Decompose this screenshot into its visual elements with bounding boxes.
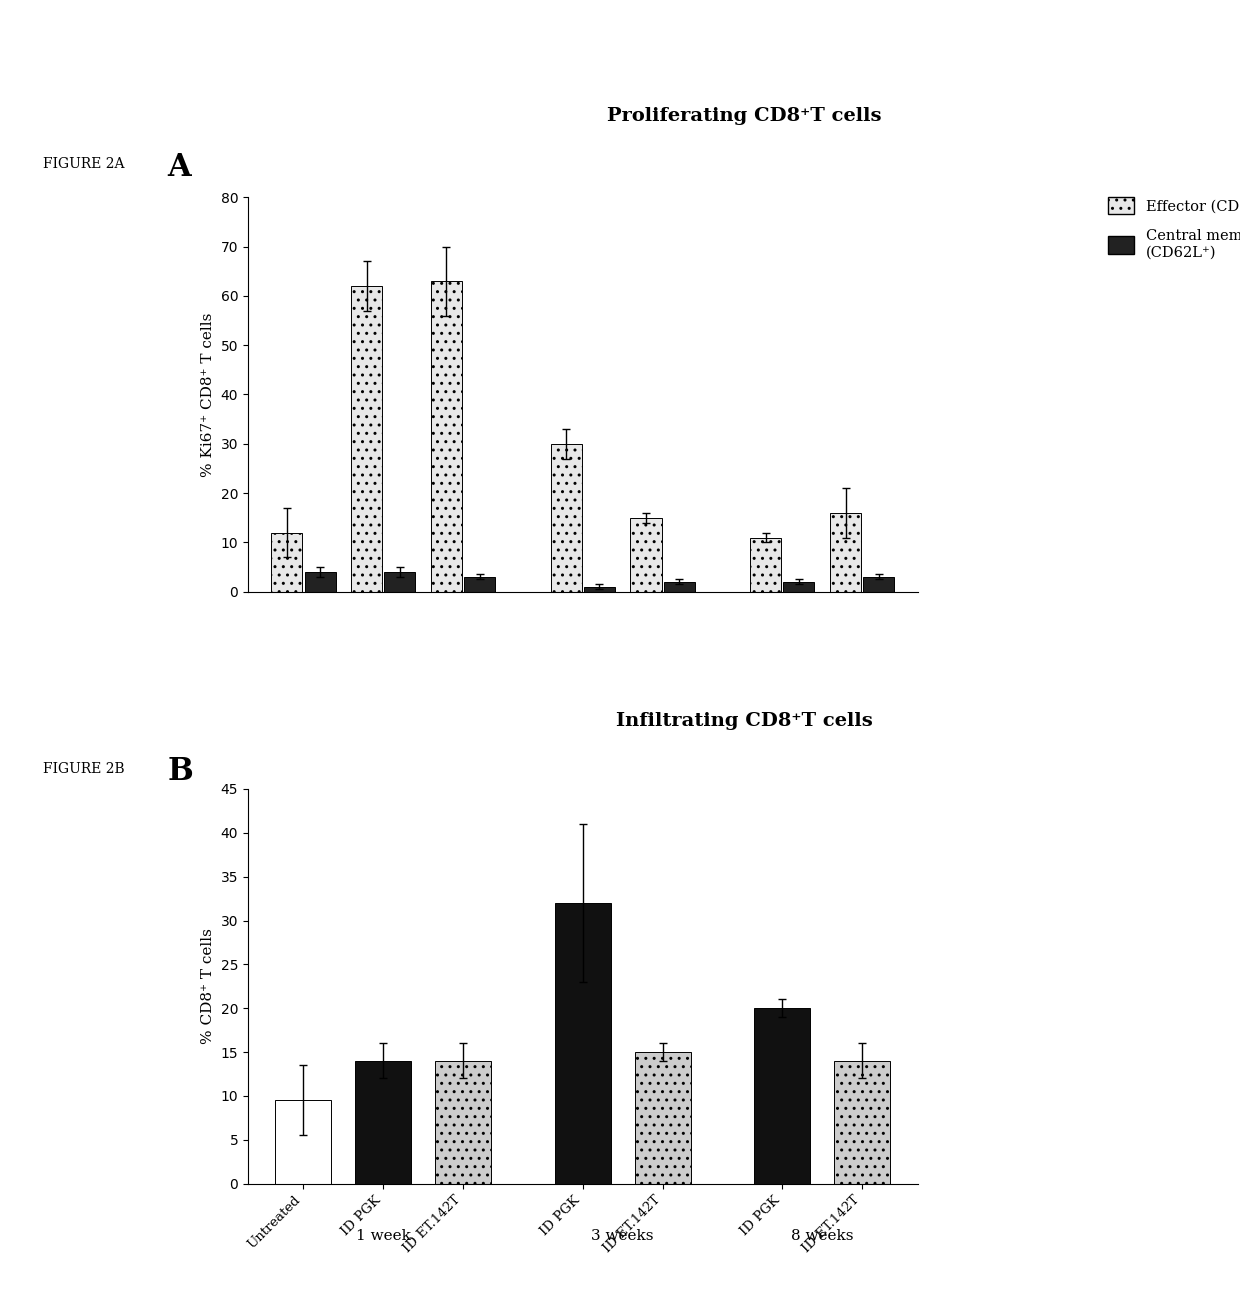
Text: FIGURE 2B: FIGURE 2B — [43, 763, 125, 776]
Bar — [835, 1061, 890, 1184]
Bar — [663, 581, 694, 592]
Y-axis label: % Ki67⁺ CD8⁺ T cells: % Ki67⁺ CD8⁺ T cells — [201, 312, 215, 476]
Text: FIGURE 2A: FIGURE 2A — [43, 158, 125, 171]
Bar — [432, 281, 463, 592]
Bar — [754, 1009, 810, 1184]
Text: Proliferating CD8⁺T cells: Proliferating CD8⁺T cells — [606, 107, 882, 125]
Text: A: A — [167, 151, 191, 183]
Bar — [272, 533, 303, 592]
Bar — [435, 1061, 491, 1184]
Bar — [554, 903, 611, 1184]
Bar — [584, 586, 615, 592]
Bar — [351, 285, 382, 592]
Bar — [830, 513, 861, 592]
Bar — [551, 443, 582, 592]
Text: 1 week: 1 week — [356, 1228, 410, 1243]
Text: 3 weeks: 3 weeks — [591, 1228, 653, 1243]
Text: B: B — [167, 756, 193, 788]
Bar — [630, 518, 661, 592]
Legend: Effector (CD8⁺ CD62L⁻), Central memory / naïve
(CD62L⁺): Effector (CD8⁺ CD62L⁻), Central memory /… — [1107, 197, 1240, 259]
Bar — [305, 572, 336, 592]
Bar — [275, 1101, 331, 1184]
Y-axis label: % CD8⁺ T cells: % CD8⁺ T cells — [201, 928, 215, 1044]
Bar — [384, 572, 415, 592]
Bar — [750, 538, 781, 592]
Text: Infiltrating CD8⁺T cells: Infiltrating CD8⁺T cells — [615, 711, 873, 730]
Bar — [464, 577, 495, 592]
Bar — [356, 1061, 412, 1184]
Text: 8 weeks: 8 weeks — [791, 1228, 853, 1243]
Bar — [784, 581, 815, 592]
Bar — [863, 577, 894, 592]
Bar — [635, 1052, 691, 1184]
